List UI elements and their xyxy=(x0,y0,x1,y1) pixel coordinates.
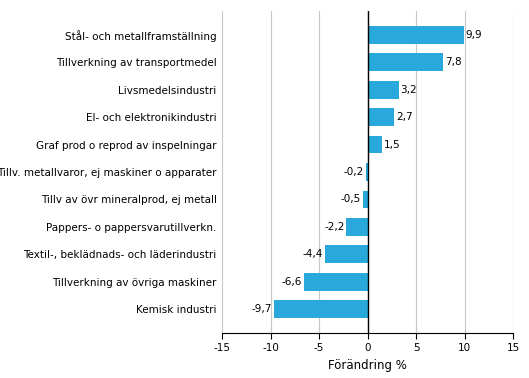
Bar xyxy=(368,81,399,99)
Bar xyxy=(363,191,368,208)
Bar xyxy=(368,26,463,44)
Text: 1,5: 1,5 xyxy=(384,139,401,150)
Bar xyxy=(325,245,368,263)
Text: -6,6: -6,6 xyxy=(281,277,302,287)
Text: -2,2: -2,2 xyxy=(324,222,344,232)
Text: -4,4: -4,4 xyxy=(303,249,323,259)
Bar xyxy=(368,53,443,71)
Text: 9,9: 9,9 xyxy=(466,30,482,40)
Text: 2,7: 2,7 xyxy=(396,112,413,122)
X-axis label: Förändring %: Förändring % xyxy=(328,359,407,372)
Bar xyxy=(368,108,394,126)
Bar xyxy=(304,273,368,291)
Text: -0,2: -0,2 xyxy=(343,167,364,177)
Bar xyxy=(273,300,368,318)
Text: 3,2: 3,2 xyxy=(400,85,417,95)
Text: -9,7: -9,7 xyxy=(251,304,272,314)
Text: -0,5: -0,5 xyxy=(341,194,361,204)
Bar xyxy=(346,218,368,236)
Bar xyxy=(368,136,382,153)
Bar xyxy=(366,163,368,181)
Text: 7,8: 7,8 xyxy=(445,57,462,67)
